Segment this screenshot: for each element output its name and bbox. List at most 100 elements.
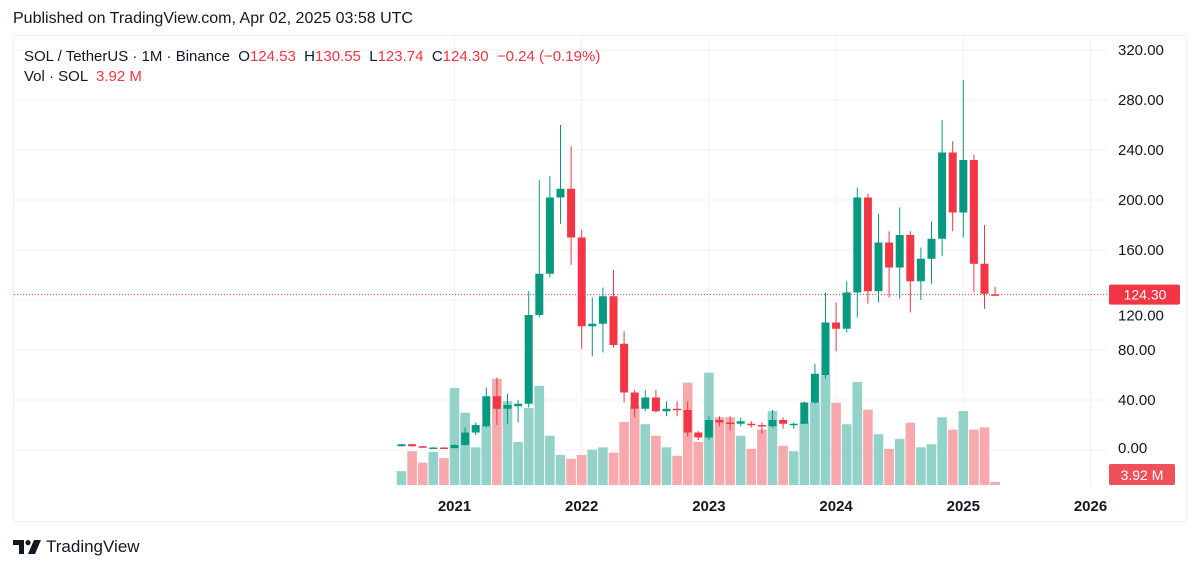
- volume-bar: [990, 481, 1000, 485]
- volume-bar: [619, 421, 629, 485]
- candle-body: [948, 152, 957, 213]
- volume-bar: [831, 402, 841, 485]
- volume-bar: [916, 447, 926, 485]
- volume-bar: [629, 405, 640, 485]
- volume-bar: [884, 448, 894, 485]
- high-value: 130.55: [315, 48, 361, 65]
- tradingview-logo[interactable]: TradingView: [13, 537, 140, 557]
- y-tick-label: 280.00: [1118, 92, 1164, 109]
- candle-body: [524, 315, 533, 404]
- candle-body: [397, 444, 406, 447]
- candle-body: [863, 197, 872, 292]
- candle-body: [832, 322, 841, 329]
- candle-body: [641, 397, 650, 409]
- candles: [397, 80, 1000, 449]
- candle-body: [916, 258, 925, 282]
- low-value: 123.74: [377, 48, 424, 65]
- volume-bar: [460, 412, 470, 485]
- volume-bar: [820, 375, 831, 485]
- y-tick-label: 0.00: [1118, 440, 1147, 457]
- volume-bar: [428, 451, 439, 485]
- candle-body: [577, 237, 586, 327]
- candle-body: [800, 402, 809, 424]
- volume-bar: [470, 447, 481, 485]
- chart-frame: [13, 35, 1187, 522]
- volume-bar: [417, 462, 428, 485]
- volume-bar: [841, 424, 852, 485]
- candle-body: [439, 447, 448, 449]
- volume-bar: [947, 429, 958, 485]
- volume-bar: [608, 452, 619, 485]
- tradingview-logo-icon: [13, 540, 41, 554]
- volume-bar: [407, 451, 417, 485]
- volume-bar: [926, 444, 937, 485]
- symbol-title[interactable]: SOL / TetherUS · 1M · Binance: [24, 48, 230, 65]
- volume-bar: [523, 408, 534, 485]
- candle-body: [969, 160, 978, 264]
- candle-body: [662, 408, 671, 412]
- candle-body: [938, 152, 947, 239]
- high-label: H: [304, 48, 316, 65]
- candle-body: [609, 296, 618, 345]
- candle-body: [768, 420, 777, 427]
- candle-body: [450, 445, 459, 449]
- volume-bar: [799, 422, 810, 485]
- volume-bar: [576, 455, 587, 485]
- volume-bar: [555, 455, 566, 485]
- candle-body: [461, 432, 470, 445]
- volume-bar: [725, 417, 735, 485]
- volume-bar: [788, 451, 799, 485]
- candle-body: [704, 420, 713, 438]
- y-tick-label: 160.00: [1118, 242, 1164, 259]
- volume-bars: [396, 372, 1000, 485]
- candle-body: [959, 160, 968, 213]
- candle-body: [588, 323, 597, 327]
- candle-body: [408, 444, 417, 447]
- open-label: O: [238, 48, 250, 65]
- candle-body: [895, 235, 904, 268]
- volume-bar: [566, 458, 576, 485]
- candle-body: [715, 420, 724, 423]
- candle-body: [535, 273, 544, 315]
- volume-bar: [449, 388, 460, 485]
- candle-body: [821, 322, 830, 375]
- y-tick-label: 320.00: [1118, 42, 1164, 59]
- volume-bar: [672, 455, 682, 485]
- volume-bar: [545, 435, 555, 485]
- candle-body: [726, 422, 735, 424]
- published-caption: Published on TradingView.com, Apr 02, 20…: [13, 10, 413, 27]
- candle-body: [482, 396, 491, 427]
- volume-bar: [905, 422, 916, 485]
- legend-ohlc-row: SOL / TetherUS · 1M · Binance O124.53 H1…: [24, 47, 600, 67]
- y-tick-label: 120.00: [1118, 308, 1164, 325]
- candle-body: [620, 343, 629, 393]
- candle-body: [567, 188, 576, 238]
- volume-bar: [598, 447, 608, 485]
- volume-bar: [492, 378, 502, 485]
- volume-bar: [587, 449, 598, 485]
- volume-bar: [778, 445, 788, 485]
- candle-body: [885, 242, 894, 268]
- volume-bar: [810, 401, 820, 485]
- volume-value: 3.92 M: [95, 68, 142, 85]
- candle-body: [853, 197, 862, 293]
- x-tick-label: 2023: [692, 498, 725, 515]
- volume-bar: [513, 441, 523, 485]
- volume-badge: 3.92 M: [1109, 464, 1175, 485]
- candle-body: [598, 296, 607, 324]
- candle-body: [736, 421, 745, 424]
- volume-bar: [534, 385, 545, 485]
- volume-bar: [439, 458, 449, 485]
- volume-bar: [958, 411, 969, 485]
- x-tick-label: 2024: [819, 498, 853, 515]
- candle-body: [471, 425, 480, 433]
- volume-bar: [894, 438, 905, 485]
- open-value: 124.53: [249, 48, 296, 65]
- candle-body: [927, 238, 936, 259]
- close-value: 124.30: [442, 48, 489, 65]
- price-axis: 0.00 40.00 80.00 120.00 160.00 200.00 240.00 28…: [1118, 42, 1164, 457]
- volume-title[interactable]: Vol · SOL: [24, 68, 88, 85]
- candle-body: [683, 410, 692, 433]
- volume-bar: [735, 435, 746, 485]
